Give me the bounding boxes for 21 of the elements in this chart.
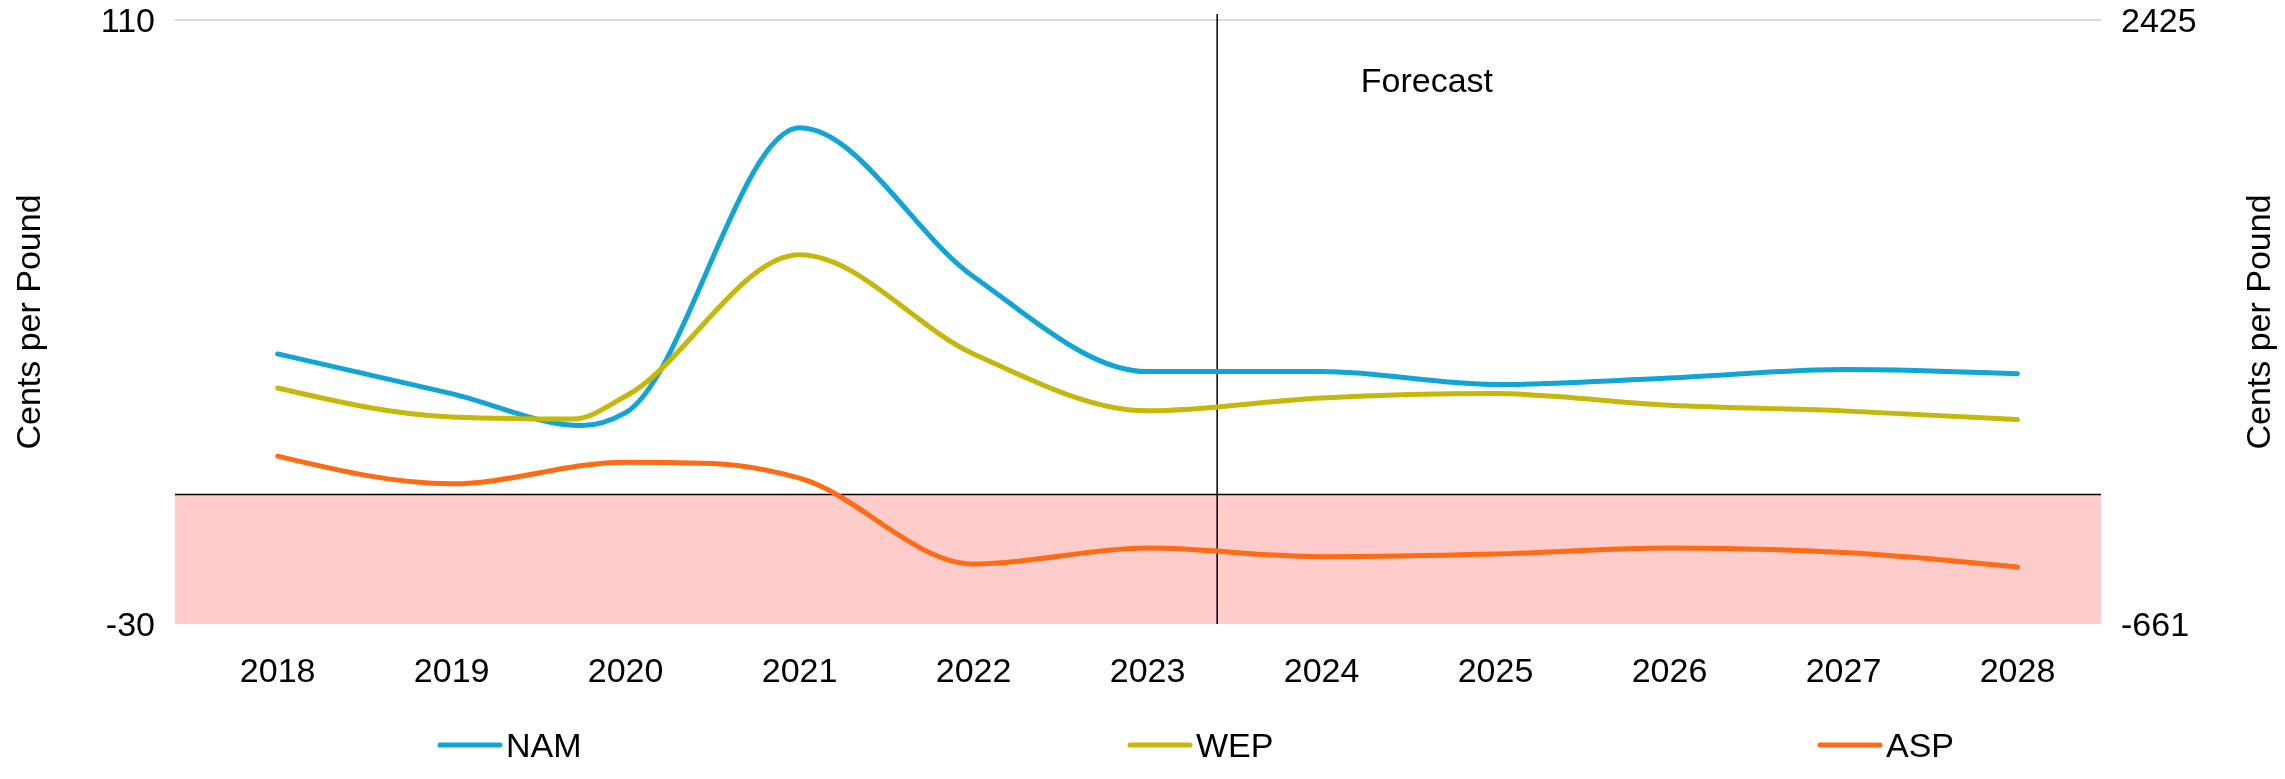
legend-label: WEP: [1196, 725, 1274, 764]
annotation: Forecast: [1360, 61, 1494, 99]
x-tick-label: 2018: [239, 651, 316, 689]
y-tick-label: 110: [100, 0, 155, 39]
legend-label: NAM: [506, 725, 582, 764]
y2-tick-label: 2425: [2121, 0, 2197, 39]
x-tick-label: 2027: [1805, 651, 1882, 689]
y-tick-label: -30: [105, 604, 155, 643]
x-tick-label: 2024: [1283, 651, 1360, 689]
legend-label: ASP: [1886, 725, 1955, 764]
x-tick-label: 2023: [1109, 651, 1186, 689]
x-tick-label: 2028: [1979, 651, 2056, 689]
x-tick-label: 2022: [935, 651, 1012, 689]
x-tick-label: 2019: [413, 651, 490, 689]
x-tick-label: 2020: [587, 651, 664, 689]
y2-tick-label: -661: [2121, 604, 2190, 643]
x-tick-label: 2025: [1457, 651, 1534, 689]
x-tick-label: 2026: [1631, 651, 1708, 689]
y-axis-title: Cents per Pound: [8, 194, 47, 450]
x-tick-label: 2021: [761, 651, 838, 689]
y2-axis-title: Cents per Pound: [2238, 194, 2277, 450]
